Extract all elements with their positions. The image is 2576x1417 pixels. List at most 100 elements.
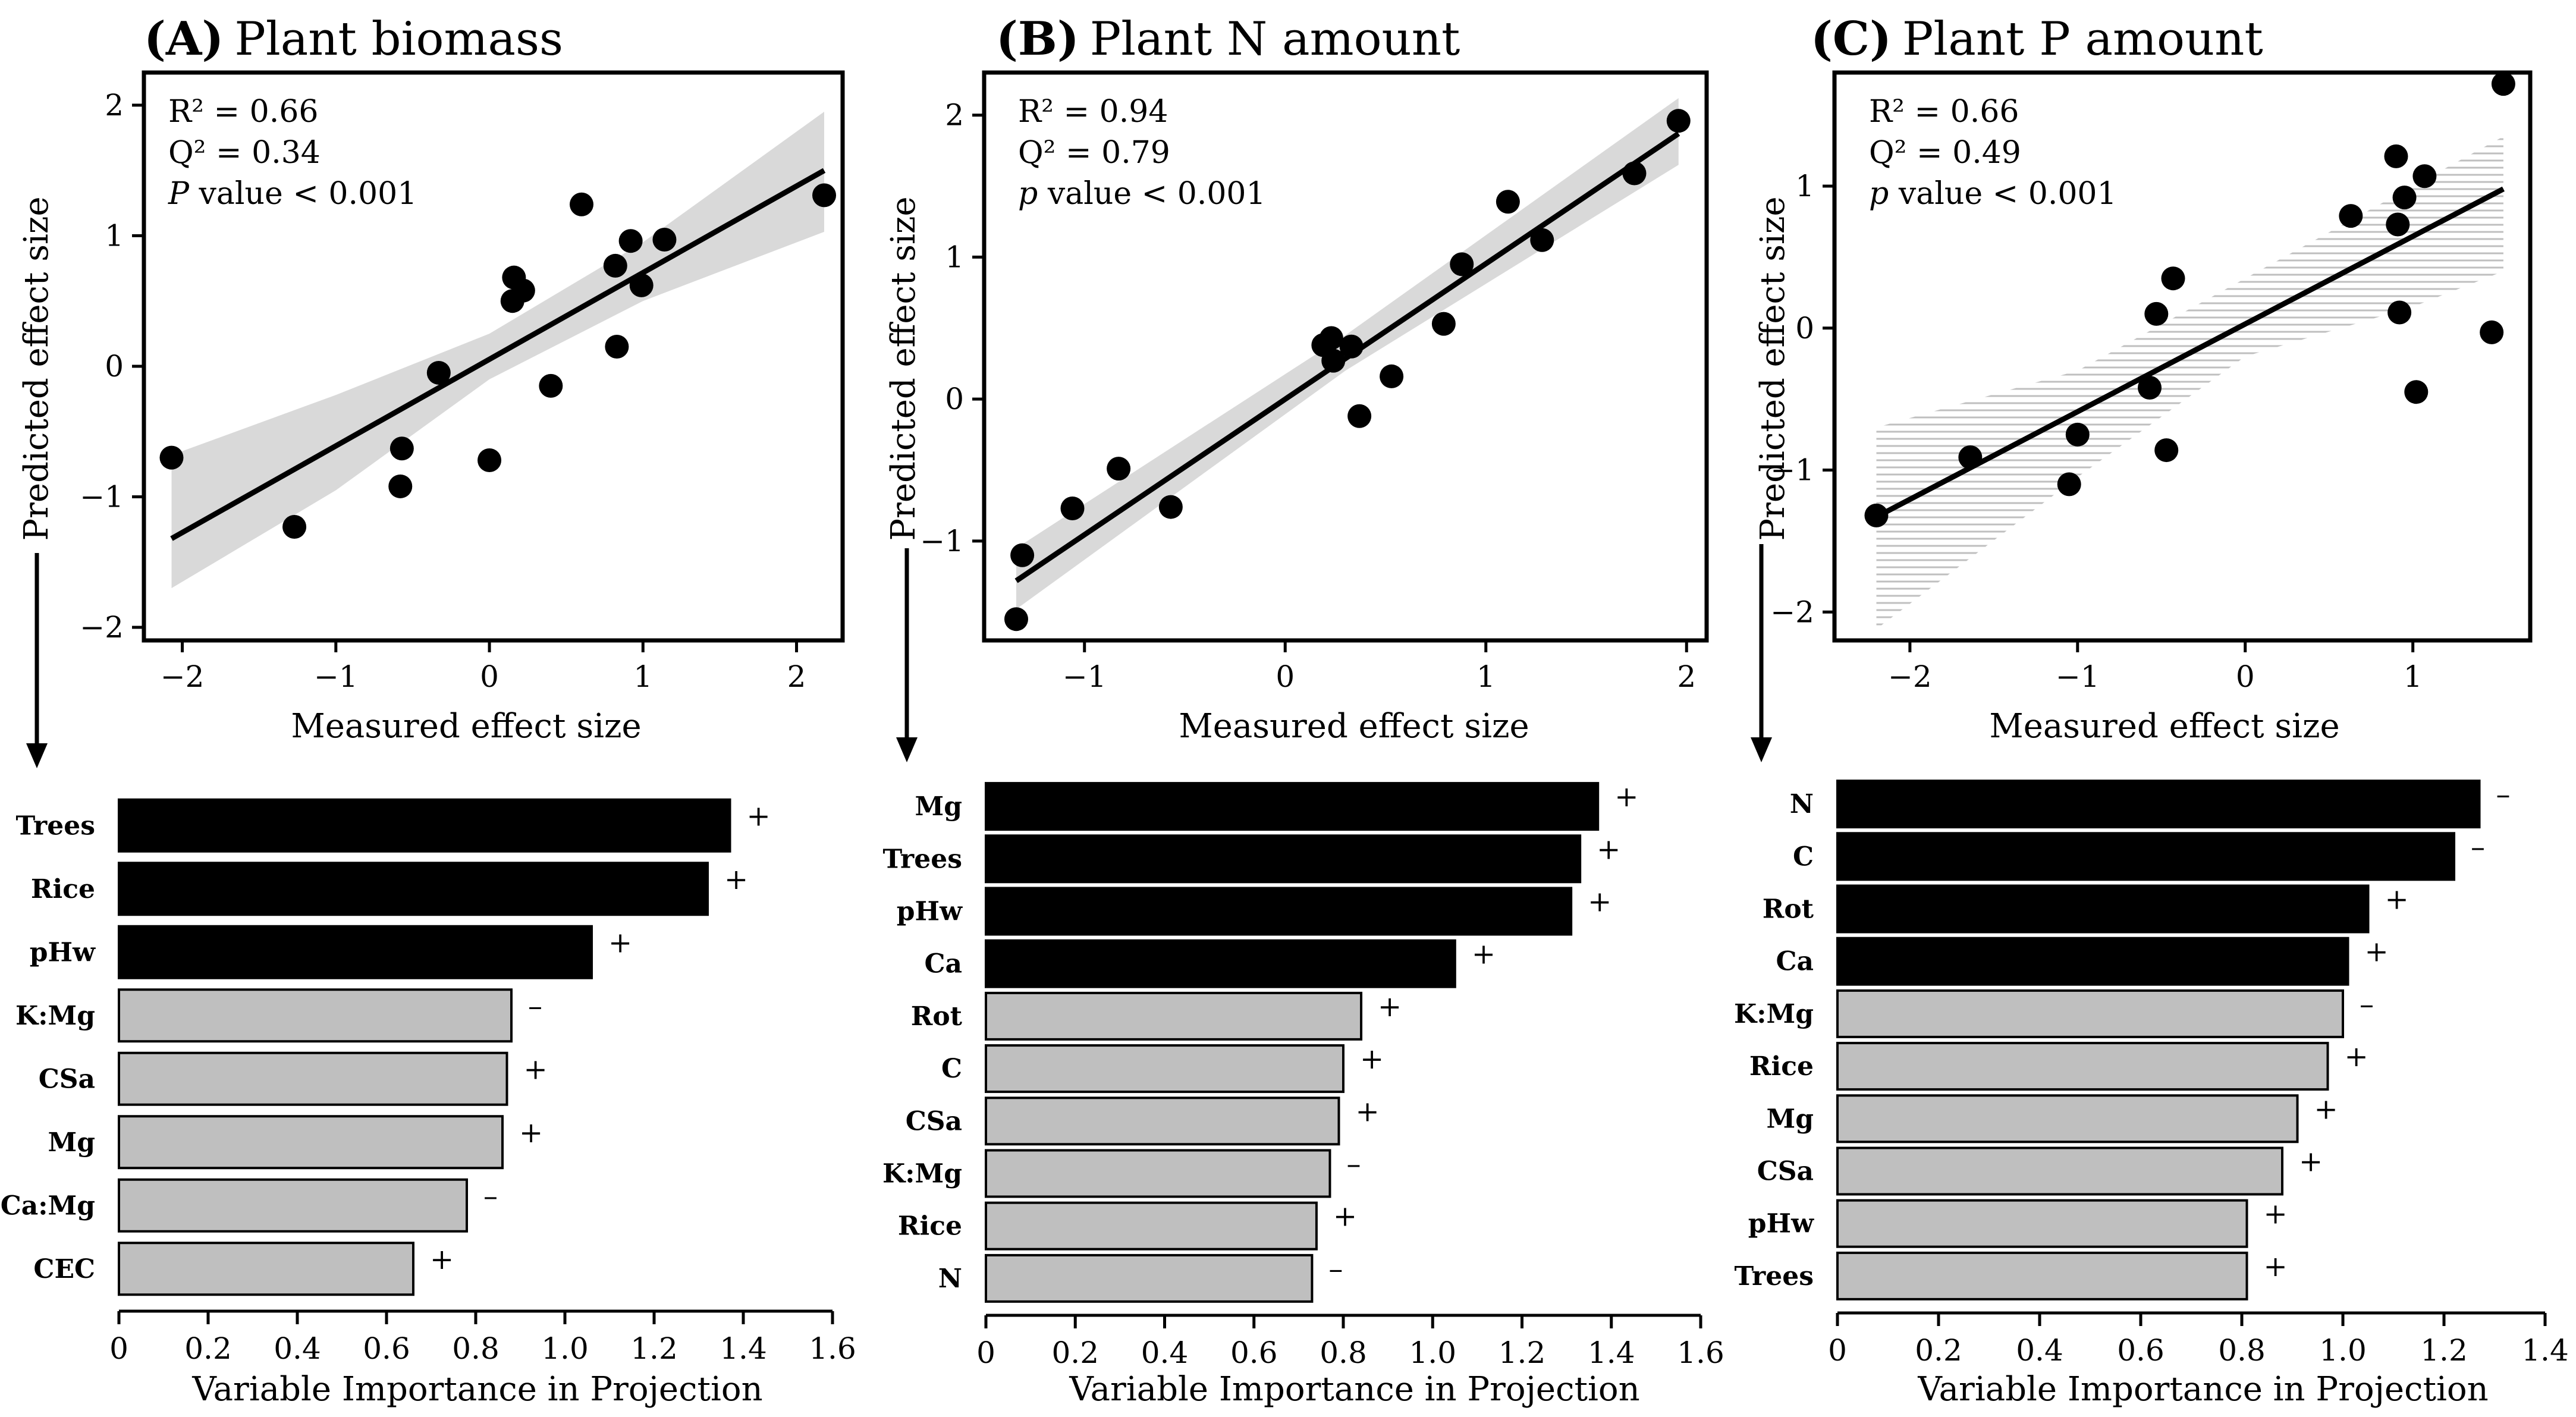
panel-a-x-tick-label: −2 <box>161 659 205 694</box>
panel-a-x-tick-label: 1 <box>633 659 652 694</box>
panel-b-category-label: K:Mg <box>882 1159 962 1189</box>
panel-b-bar <box>985 1201 1318 1251</box>
panel-b-category-label: Trees <box>883 844 962 874</box>
panel-a-sign-label: – <box>483 1179 498 1212</box>
panel-b-bar-x-tick-label: 1.6 <box>1677 1336 1724 1370</box>
panel-b-sign-label: – <box>1328 1252 1343 1286</box>
panel-b-arrow <box>896 548 918 762</box>
panel-b-point <box>1380 364 1404 388</box>
panel-a-x-tick-label: 2 <box>787 659 806 694</box>
panel-c-point <box>2138 376 2162 400</box>
panel-a-bar <box>118 798 731 853</box>
panel-c-category-label: pHw <box>1748 1209 1814 1239</box>
panel-c-bar <box>1836 1251 2248 1300</box>
panel-b-y-tick-label: 0 <box>945 382 964 416</box>
panel-b-scatter-frame <box>982 70 1709 643</box>
panel-b-point <box>1319 326 1343 350</box>
panel-c-x-tick-label: 0 <box>2236 659 2255 694</box>
panel-b-point <box>1321 348 1346 373</box>
panel-b-sign-label: + <box>1355 1095 1379 1128</box>
panel-c-x-tick-label: −2 <box>1888 659 1932 694</box>
panel-a-point <box>389 436 414 461</box>
panel-b-x-tick-label: 1 <box>1477 659 1496 694</box>
panel-a-p-symbol: P <box>168 176 190 212</box>
panel-c-bar-xlabel: Variable Importance in Projection <box>1917 1370 2488 1409</box>
panel-c-bar <box>1836 937 2349 986</box>
panel-b-q2: Q² = 0.79 <box>1018 135 1170 171</box>
panel-c-bar-chart: N – C – Rot + Ca + K:Mg – Rice + Mg + CSa + pHw + Trees +0 0… <box>1734 778 2569 1368</box>
panel-b-point <box>1622 161 1647 186</box>
panel-a-point <box>477 448 502 473</box>
panel-c-bar <box>1836 1146 2283 1196</box>
panel-a-y-tick-label: −2 <box>80 610 124 645</box>
panel-c-sign-label: + <box>2264 1198 2288 1231</box>
panel-b-bar-x-tick-label: 0.8 <box>1320 1336 1367 1370</box>
panel-a-category-label: Mg <box>48 1127 95 1158</box>
panel-a-category-label: CSa <box>39 1064 95 1094</box>
panel-c-p-symbol: p <box>1869 176 1889 212</box>
panel-c-scatter: −2 −1 0 1 −2 −1 0 1 <box>1770 70 2533 694</box>
panel-b-bar-xlabel: Variable Importance in Projection <box>1069 1370 1639 1409</box>
panel-a-fit-line <box>170 168 826 541</box>
panel-a-point <box>159 445 184 470</box>
panel-a-point <box>603 253 627 278</box>
panel-b-point <box>1530 228 1554 252</box>
panel-a-scatter-frame <box>142 70 845 643</box>
panel-c-category-label: Rot <box>1763 894 1814 925</box>
panel-b-x-tick-label: 2 <box>1677 659 1696 694</box>
panel-b-category-label: Rot <box>911 1001 963 1032</box>
panel-a-point <box>618 229 643 253</box>
panel-b-category-label: Mg <box>915 791 962 822</box>
panel-c-bar-x-tick-label: 1.4 <box>2521 1333 2569 1368</box>
panel-c-r2: R² = 0.66 <box>1869 94 2019 130</box>
panel-c-point <box>2154 438 2179 463</box>
panel-a-r2: R² = 0.66 <box>168 94 318 130</box>
panel-c-point <box>2387 300 2412 325</box>
panel-c-point <box>2386 212 2410 237</box>
panel-a-category-label: Ca:Mg <box>1 1190 95 1221</box>
panel-a-q2: Q² = 0.34 <box>168 135 321 171</box>
panel-a-bar-x-tick-label: 1.6 <box>809 1331 856 1366</box>
panel-b-bar <box>985 939 1456 988</box>
panel-c-point <box>2161 266 2185 291</box>
panel-a-y-tick-label: 0 <box>105 349 124 384</box>
panel-c-category-label: K:Mg <box>1734 999 1814 1029</box>
panel-c-scatter-xlabel: Measured effect size <box>1989 707 2339 746</box>
panel-b-point <box>1450 252 1474 277</box>
panel-b-bar <box>985 782 1600 831</box>
panel-b-category-label: C <box>941 1054 962 1084</box>
panel-c-point <box>1864 503 1889 527</box>
panel-b-bar-x-tick-label: 1.2 <box>1499 1336 1546 1370</box>
panel-c-title: (C) Plant P amount <box>1811 12 2263 66</box>
panel-c-bar-x-tick-label: 0.4 <box>2016 1333 2063 1368</box>
panel-c-point <box>2057 472 2081 497</box>
panel-a-bar <box>118 1051 508 1106</box>
panel-c-bar-x-tick-label: 1.2 <box>2420 1333 2468 1368</box>
panel-b-category-label: Ca <box>924 949 962 979</box>
panel-b-scatter: −1 0 1 2 −1 0 1 2 <box>920 70 1709 694</box>
panel-b-bar <box>985 1044 1344 1094</box>
panel-c-point <box>2144 301 2169 326</box>
panel-b-pvalue: p value < 0.001 <box>1018 176 1266 212</box>
panel-c-bar-x-tick-label: 0.2 <box>1915 1333 1962 1368</box>
panel-c-point <box>2480 320 2504 344</box>
panel-c-q2: Q² = 0.49 <box>1869 135 2021 171</box>
panel-c-category-label: Rice <box>1749 1051 1814 1082</box>
panel-c-sign-label: – <box>2360 988 2374 1021</box>
panel-c-point <box>1958 445 1983 470</box>
panel-c-category-label: Trees <box>1735 1261 1814 1292</box>
panel-c-point <box>2404 380 2429 404</box>
panel-b-point <box>1010 543 1035 567</box>
panel-b-sign-label: + <box>1378 990 1402 1023</box>
panel-a-bar <box>118 925 593 979</box>
panel-b-bar-x-tick-label: 1.4 <box>1588 1336 1635 1370</box>
panel-a-title: (A) Plant biomass <box>144 12 563 66</box>
panel-b-point <box>1496 190 1520 214</box>
panel-b-bar-x-tick-label: 0 <box>976 1336 995 1370</box>
panel-a-point <box>388 474 413 498</box>
panel-b-point <box>1431 312 1456 336</box>
panel-b-category-label: N <box>938 1264 962 1294</box>
panel-a-stats: R² = 0.66 Q² = 0.34 P value < 0.001 <box>168 94 417 212</box>
panel-c-point <box>2491 72 2515 96</box>
panel-b-title-text: Plant N amount <box>1090 12 1460 66</box>
